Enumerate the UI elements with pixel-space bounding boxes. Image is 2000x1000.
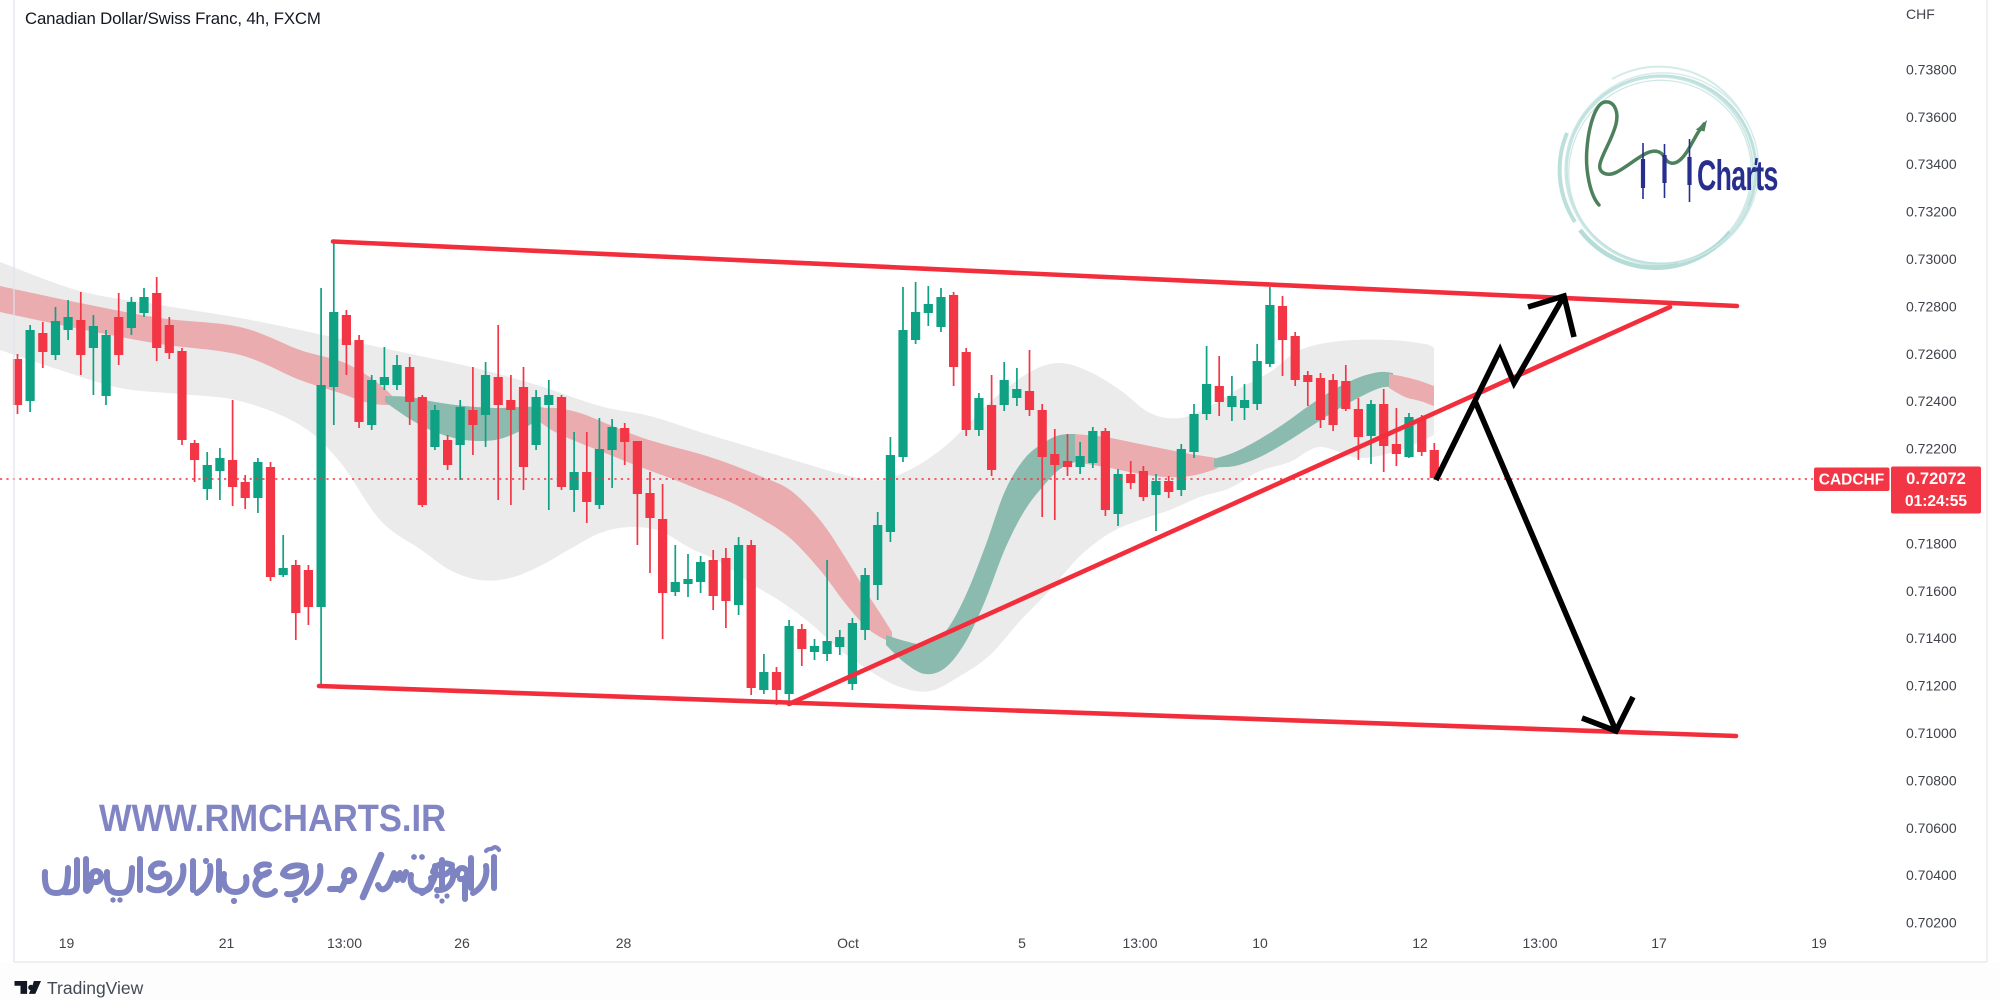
svg-text:Oct: Oct <box>837 935 859 951</box>
svg-text:10: 10 <box>1252 935 1268 951</box>
svg-text:0.72600: 0.72600 <box>1906 346 1957 362</box>
svg-text:19: 19 <box>59 935 75 951</box>
svg-text:0.70600: 0.70600 <box>1906 820 1957 836</box>
svg-text:0.73800: 0.73800 <box>1906 61 1957 77</box>
svg-text:0.70800: 0.70800 <box>1906 772 1957 788</box>
svg-text:TradingView: TradingView <box>47 978 144 998</box>
svg-text:13:00: 13:00 <box>1122 935 1157 951</box>
svg-text:0.72072: 0.72072 <box>1906 470 1966 488</box>
svg-text:Canadian Dollar/Swiss Franc, 4: Canadian Dollar/Swiss Franc, 4h, FXCM <box>25 9 321 28</box>
svg-text:28: 28 <box>616 935 632 951</box>
svg-text:0.72200: 0.72200 <box>1906 441 1957 457</box>
svg-text:CHF: CHF <box>1906 6 1935 22</box>
svg-text:0.73400: 0.73400 <box>1906 156 1957 172</box>
svg-text:0.71800: 0.71800 <box>1906 535 1957 551</box>
svg-text:5: 5 <box>1018 935 1026 951</box>
svg-text:19: 19 <box>1811 935 1827 951</box>
svg-text:0.73600: 0.73600 <box>1906 109 1957 125</box>
svg-text:0.73200: 0.73200 <box>1906 204 1957 220</box>
svg-text:Charts: Charts <box>1697 152 1778 200</box>
svg-text:13:00: 13:00 <box>327 935 362 951</box>
svg-text:0.71400: 0.71400 <box>1906 630 1957 646</box>
svg-text:CADCHF: CADCHF <box>1819 472 1884 489</box>
svg-text:0.73000: 0.73000 <box>1906 251 1957 267</box>
svg-text:26: 26 <box>454 935 470 951</box>
svg-text:0.70400: 0.70400 <box>1906 867 1957 883</box>
svg-text:01:24:55: 01:24:55 <box>1905 493 1967 510</box>
svg-text:0.71200: 0.71200 <box>1906 678 1957 694</box>
svg-text:17: 17 <box>1651 935 1667 951</box>
svg-text:0.71000: 0.71000 <box>1906 725 1957 741</box>
svg-text:13:00: 13:00 <box>1522 935 1557 951</box>
svg-text:0.70200: 0.70200 <box>1906 915 1957 931</box>
svg-text:0.72800: 0.72800 <box>1906 298 1957 314</box>
svg-text:WWW.RMCHARTS.IR: WWW.RMCHARTS.IR <box>99 798 446 840</box>
svg-text:0.72400: 0.72400 <box>1906 393 1957 409</box>
svg-text:21: 21 <box>219 935 235 951</box>
svg-text:0.71600: 0.71600 <box>1906 583 1957 599</box>
svg-text:12: 12 <box>1412 935 1428 951</box>
